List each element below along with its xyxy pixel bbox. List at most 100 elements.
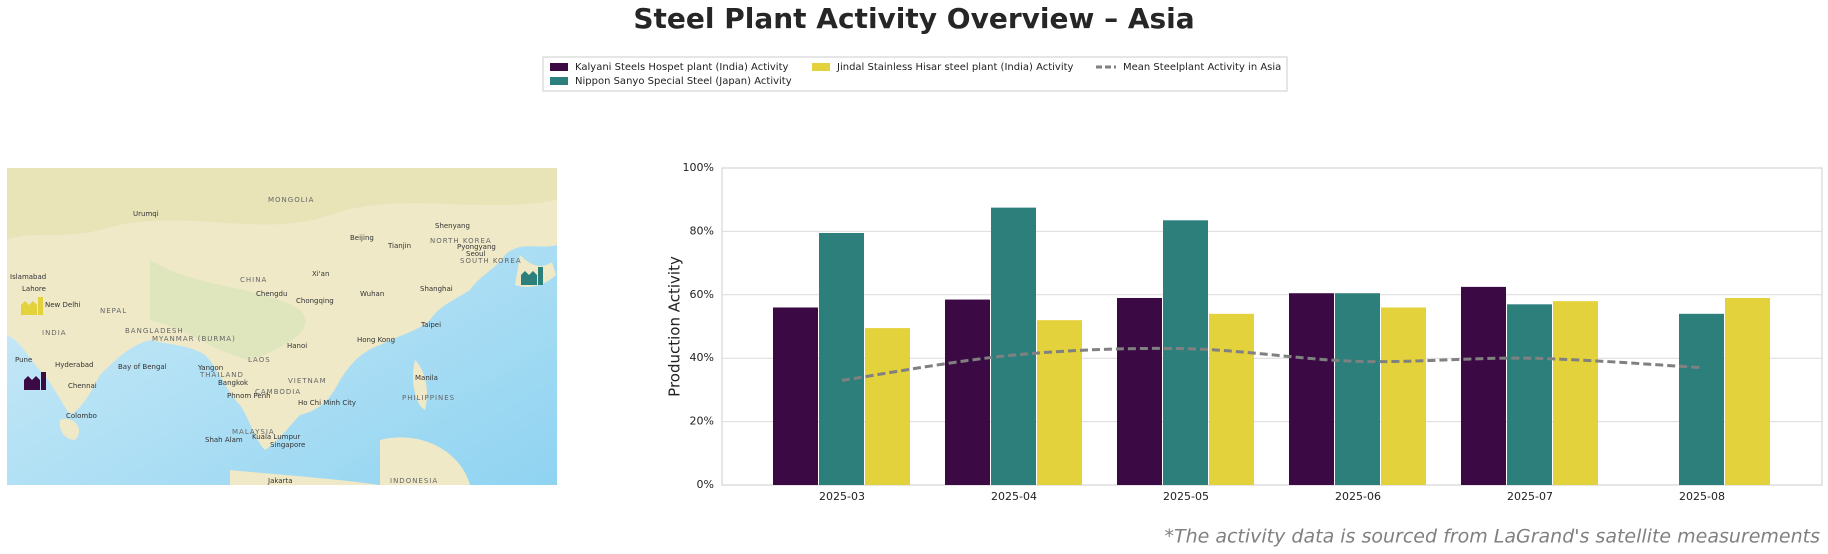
y-tick-label: 60% [690, 288, 714, 301]
map-label: CAMBODIA [255, 388, 301, 396]
plant-nippon [521, 267, 543, 285]
map-label: Chengdu [256, 290, 287, 298]
factory-roof [21, 301, 37, 305]
footnote: *The activity data is sourced from LaGra… [1164, 526, 1820, 548]
map-label: Bay of Bengal [118, 363, 167, 371]
plant-kalyani [24, 372, 46, 390]
y-tick-label: 40% [690, 351, 714, 364]
map-label: Yangon [197, 364, 223, 372]
map-philippines [413, 360, 427, 410]
map-label: Hyderabad [55, 361, 94, 369]
map-label: INDIA [42, 329, 67, 337]
legend-label: Mean Steelplant Activity in Asia [1123, 62, 1281, 73]
x-tick-label: 2025-04 [991, 490, 1037, 503]
map-label: BANGLADESH [125, 327, 184, 335]
map-label: Kuala Lumpur [252, 433, 300, 441]
map-label: VIETNAM [288, 377, 327, 385]
y-tick-label: 100% [683, 161, 714, 174]
bar [1679, 313, 1724, 485]
factory-chimney [538, 267, 543, 285]
map-sri-lanka [59, 419, 80, 440]
factory-roof [24, 376, 40, 380]
map-label: Pune [15, 356, 32, 364]
map-java [230, 470, 380, 485]
bar [945, 299, 990, 485]
map-label: MALAYSIA [232, 428, 275, 436]
map-terrain [150, 260, 306, 360]
bar [1289, 293, 1334, 485]
map-label: Urumqi [133, 210, 159, 218]
map-label: Bangkok [218, 379, 249, 387]
map-label: SOUTH KOREA [460, 257, 522, 265]
map-label: NORTH KOREA [430, 237, 492, 245]
map-label: Tianjin [387, 242, 411, 250]
bar [1725, 297, 1770, 485]
bar [1381, 307, 1426, 485]
bar [865, 328, 910, 485]
map-label: INDONESIA [390, 477, 438, 485]
map-label: Beijing [350, 234, 374, 242]
bar [991, 207, 1036, 485]
map-label: Colombo [66, 412, 97, 420]
mean-line [841, 346, 1703, 382]
y-tick-label: 80% [690, 224, 714, 237]
map-label: Manila [415, 374, 438, 382]
bar [1553, 301, 1598, 485]
map-label: Hong Kong [357, 336, 395, 344]
map-label: PHILIPPINES [402, 394, 455, 402]
map-label: THAILAND [199, 371, 244, 379]
map-label: Jakarta [267, 477, 293, 485]
x-tick-label: 2025-03 [819, 490, 865, 503]
legend-label: Jindal Stainless Hisar steel plant (Indi… [836, 62, 1074, 73]
map: Urumqi MONGOLIA Islamabad Lahore New Delhi NE… [7, 168, 557, 485]
legend-swatch [812, 63, 830, 71]
x-tick-label: 2025-06 [1335, 490, 1381, 503]
y-axis-label: Production Activity [666, 256, 684, 397]
legend-swatch [550, 63, 568, 71]
map-label: Lahore [22, 285, 46, 293]
y-tick-label: 20% [690, 415, 714, 428]
legend-swatch [550, 77, 568, 85]
bar [1209, 313, 1254, 485]
map-label: MYANMAR (BURMA) [152, 335, 236, 343]
bar [1335, 293, 1380, 485]
map-label: NEPAL [100, 307, 127, 315]
map-label: Phnom Penh [227, 392, 271, 400]
map-label: Chongqing [296, 297, 334, 305]
map-label: LAOS [248, 356, 271, 364]
map-label: Chennai [68, 382, 97, 390]
x-tick-label: 2025-08 [1679, 490, 1725, 503]
x-tick-label: 2025-05 [1163, 490, 1209, 503]
plant-jindal [21, 297, 43, 315]
map-label: Hanoi [287, 342, 307, 350]
factory-icon [21, 305, 37, 315]
legend-label: Nippon Sanyo Special Steel (Japan) Activ… [575, 76, 792, 87]
map-label: Shenyang [435, 222, 470, 230]
map-label: Ho Chi Minh City [298, 399, 356, 407]
factory-chimney [38, 297, 43, 315]
map-label: Pyongyang [457, 243, 496, 251]
factory-icon [521, 275, 537, 285]
legend-label: Kalyani Steels Hospet plant (India) Acti… [575, 62, 789, 73]
map-label: New Delhi [45, 301, 81, 309]
map-label: Taipei [420, 321, 441, 329]
bar [773, 307, 818, 485]
map-label: Seoul [466, 250, 485, 258]
map-borneo [380, 437, 470, 485]
bar [819, 232, 864, 485]
factory-icon [24, 380, 40, 390]
bar [1507, 304, 1552, 485]
factory-roof [521, 271, 537, 275]
bar [1117, 297, 1162, 485]
factory-chimney [41, 372, 46, 390]
plot-frame [721, 167, 1823, 486]
bar [1163, 220, 1208, 485]
map-label: MONGOLIA [268, 196, 314, 204]
y-tick-label: 0% [697, 478, 714, 491]
bar [1037, 320, 1082, 485]
map-label: Shah Alam [205, 436, 243, 444]
map-label: Wuhan [360, 290, 384, 298]
map-label: Singapore [270, 441, 305, 449]
map-label: Shanghai [420, 285, 453, 293]
